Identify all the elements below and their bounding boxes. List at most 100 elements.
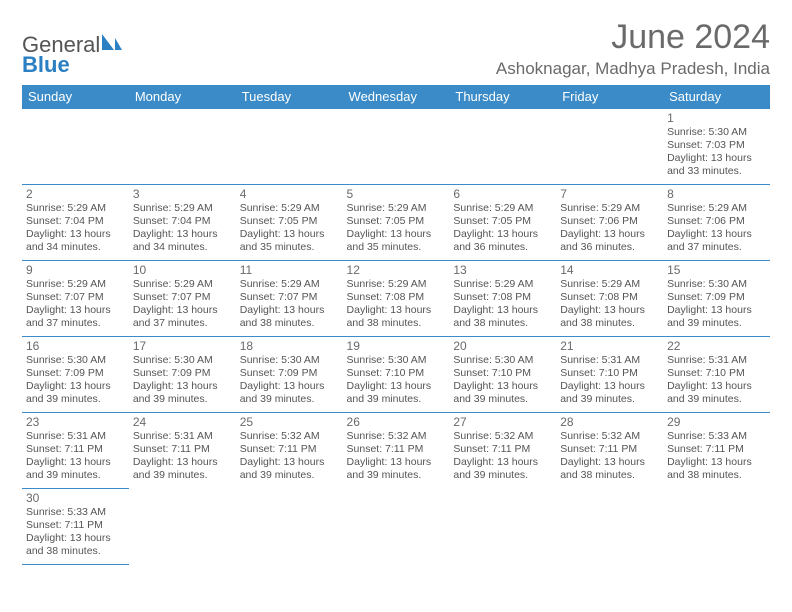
weekday-header: Friday xyxy=(556,85,663,109)
day-number: 16 xyxy=(26,339,125,353)
calendar-row: 1Sunrise: 5:30 AMSunset: 7:03 PMDaylight… xyxy=(22,109,770,185)
day-info: Sunrise: 5:29 AMSunset: 7:07 PMDaylight:… xyxy=(240,278,339,331)
calendar-cell xyxy=(449,489,556,565)
calendar-cell: 16Sunrise: 5:30 AMSunset: 7:09 PMDayligh… xyxy=(22,337,129,413)
calendar-row: 23Sunrise: 5:31 AMSunset: 7:11 PMDayligh… xyxy=(22,413,770,489)
sunset-line: Sunset: 7:07 PM xyxy=(240,291,339,304)
sunrise-line: Sunrise: 5:29 AM xyxy=(26,202,125,215)
daylight-line: Daylight: 13 hours and 38 minutes. xyxy=(560,456,659,482)
header: GeneralBlue June 2024 Ashoknagar, Madhya… xyxy=(22,18,770,79)
calendar-cell: 9Sunrise: 5:29 AMSunset: 7:07 PMDaylight… xyxy=(22,261,129,337)
sunrise-line: Sunrise: 5:31 AM xyxy=(26,430,125,443)
daylight-line: Daylight: 13 hours and 39 minutes. xyxy=(667,380,766,406)
sunrise-line: Sunrise: 5:33 AM xyxy=(667,430,766,443)
day-info: Sunrise: 5:29 AMSunset: 7:06 PMDaylight:… xyxy=(560,202,659,255)
calendar-cell: 15Sunrise: 5:30 AMSunset: 7:09 PMDayligh… xyxy=(663,261,770,337)
day-number: 18 xyxy=(240,339,339,353)
day-number: 13 xyxy=(453,263,552,277)
sunset-line: Sunset: 7:09 PM xyxy=(133,367,232,380)
calendar-cell: 7Sunrise: 5:29 AMSunset: 7:06 PMDaylight… xyxy=(556,185,663,261)
weekday-header: Thursday xyxy=(449,85,556,109)
title-block: June 2024 Ashoknagar, Madhya Pradesh, In… xyxy=(496,18,770,79)
calendar-cell xyxy=(449,109,556,185)
sunrise-line: Sunrise: 5:30 AM xyxy=(133,354,232,367)
day-info: Sunrise: 5:30 AMSunset: 7:09 PMDaylight:… xyxy=(667,278,766,331)
day-number: 25 xyxy=(240,415,339,429)
sunrise-line: Sunrise: 5:32 AM xyxy=(453,430,552,443)
day-info: Sunrise: 5:29 AMSunset: 7:08 PMDaylight:… xyxy=(453,278,552,331)
day-info: Sunrise: 5:29 AMSunset: 7:07 PMDaylight:… xyxy=(133,278,232,331)
calendar-cell: 27Sunrise: 5:32 AMSunset: 7:11 PMDayligh… xyxy=(449,413,556,489)
calendar-cell: 21Sunrise: 5:31 AMSunset: 7:10 PMDayligh… xyxy=(556,337,663,413)
sunrise-line: Sunrise: 5:29 AM xyxy=(667,202,766,215)
sunrise-line: Sunrise: 5:31 AM xyxy=(133,430,232,443)
calendar-cell xyxy=(343,489,450,565)
calendar-cell: 28Sunrise: 5:32 AMSunset: 7:11 PMDayligh… xyxy=(556,413,663,489)
day-number: 4 xyxy=(240,187,339,201)
sunset-line: Sunset: 7:11 PM xyxy=(240,443,339,456)
calendar-cell: 22Sunrise: 5:31 AMSunset: 7:10 PMDayligh… xyxy=(663,337,770,413)
daylight-line: Daylight: 13 hours and 38 minutes. xyxy=(240,304,339,330)
daylight-line: Daylight: 13 hours and 39 minutes. xyxy=(453,380,552,406)
sunrise-line: Sunrise: 5:30 AM xyxy=(667,126,766,139)
day-number: 20 xyxy=(453,339,552,353)
day-number: 21 xyxy=(560,339,659,353)
daylight-line: Daylight: 13 hours and 38 minutes. xyxy=(560,304,659,330)
daylight-line: Daylight: 13 hours and 39 minutes. xyxy=(26,456,125,482)
sunrise-line: Sunrise: 5:29 AM xyxy=(26,278,125,291)
calendar-cell xyxy=(556,489,663,565)
calendar-cell xyxy=(236,489,343,565)
calendar-cell: 17Sunrise: 5:30 AMSunset: 7:09 PMDayligh… xyxy=(129,337,236,413)
day-number: 22 xyxy=(667,339,766,353)
sunrise-line: Sunrise: 5:29 AM xyxy=(347,278,446,291)
sunrise-line: Sunrise: 5:30 AM xyxy=(347,354,446,367)
day-info: Sunrise: 5:30 AMSunset: 7:10 PMDaylight:… xyxy=(347,354,446,407)
day-number: 27 xyxy=(453,415,552,429)
day-info: Sunrise: 5:29 AMSunset: 7:04 PMDaylight:… xyxy=(133,202,232,255)
sunset-line: Sunset: 7:08 PM xyxy=(560,291,659,304)
calendar-row: 9Sunrise: 5:29 AMSunset: 7:07 PMDaylight… xyxy=(22,261,770,337)
sunrise-line: Sunrise: 5:30 AM xyxy=(667,278,766,291)
day-number: 23 xyxy=(26,415,125,429)
day-number: 19 xyxy=(347,339,446,353)
sunrise-line: Sunrise: 5:30 AM xyxy=(26,354,125,367)
daylight-line: Daylight: 13 hours and 39 minutes. xyxy=(347,380,446,406)
calendar-cell: 24Sunrise: 5:31 AMSunset: 7:11 PMDayligh… xyxy=(129,413,236,489)
sunset-line: Sunset: 7:07 PM xyxy=(26,291,125,304)
sunrise-line: Sunrise: 5:30 AM xyxy=(240,354,339,367)
daylight-line: Daylight: 13 hours and 34 minutes. xyxy=(133,228,232,254)
daylight-line: Daylight: 13 hours and 39 minutes. xyxy=(133,456,232,482)
day-number: 8 xyxy=(667,187,766,201)
sunrise-line: Sunrise: 5:29 AM xyxy=(347,202,446,215)
sunrise-line: Sunrise: 5:29 AM xyxy=(133,202,232,215)
sunrise-line: Sunrise: 5:29 AM xyxy=(240,202,339,215)
daylight-line: Daylight: 13 hours and 39 minutes. xyxy=(240,380,339,406)
day-number: 14 xyxy=(560,263,659,277)
sunrise-line: Sunrise: 5:31 AM xyxy=(560,354,659,367)
day-info: Sunrise: 5:29 AMSunset: 7:04 PMDaylight:… xyxy=(26,202,125,255)
calendar-cell: 20Sunrise: 5:30 AMSunset: 7:10 PMDayligh… xyxy=(449,337,556,413)
brand-logo: GeneralBlue xyxy=(22,32,122,75)
calendar-row: 2Sunrise: 5:29 AMSunset: 7:04 PMDaylight… xyxy=(22,185,770,261)
sunrise-line: Sunrise: 5:29 AM xyxy=(133,278,232,291)
sunset-line: Sunset: 7:10 PM xyxy=(453,367,552,380)
day-info: Sunrise: 5:30 AMSunset: 7:09 PMDaylight:… xyxy=(240,354,339,407)
sunset-line: Sunset: 7:11 PM xyxy=(560,443,659,456)
daylight-line: Daylight: 13 hours and 39 minutes. xyxy=(453,456,552,482)
sunset-line: Sunset: 7:08 PM xyxy=(453,291,552,304)
sunset-line: Sunset: 7:04 PM xyxy=(133,215,232,228)
day-info: Sunrise: 5:33 AMSunset: 7:11 PMDaylight:… xyxy=(667,430,766,483)
sunset-line: Sunset: 7:05 PM xyxy=(240,215,339,228)
daylight-line: Daylight: 13 hours and 36 minutes. xyxy=(560,228,659,254)
weekday-header: Sunday xyxy=(22,85,129,109)
day-info: Sunrise: 5:33 AMSunset: 7:11 PMDaylight:… xyxy=(26,506,125,559)
sunset-line: Sunset: 7:06 PM xyxy=(560,215,659,228)
calendar-cell xyxy=(663,489,770,565)
daylight-line: Daylight: 13 hours and 38 minutes. xyxy=(667,456,766,482)
day-info: Sunrise: 5:32 AMSunset: 7:11 PMDaylight:… xyxy=(560,430,659,483)
day-info: Sunrise: 5:29 AMSunset: 7:08 PMDaylight:… xyxy=(560,278,659,331)
brand-text: GeneralBlue xyxy=(22,32,122,75)
calendar-cell: 6Sunrise: 5:29 AMSunset: 7:05 PMDaylight… xyxy=(449,185,556,261)
calendar-cell: 12Sunrise: 5:29 AMSunset: 7:08 PMDayligh… xyxy=(343,261,450,337)
daylight-line: Daylight: 13 hours and 35 minutes. xyxy=(347,228,446,254)
